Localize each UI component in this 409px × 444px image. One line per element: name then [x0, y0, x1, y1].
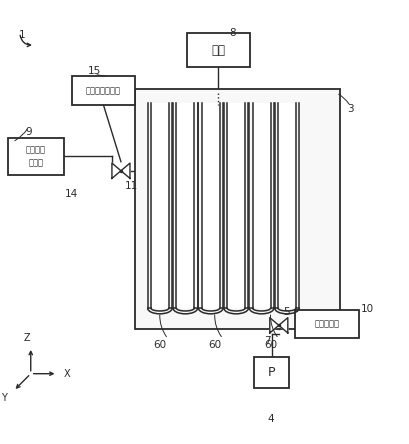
- Text: 3: 3: [346, 104, 353, 114]
- Bar: [151, 103, 169, 308]
- Bar: [186, 33, 249, 67]
- Text: 5: 5: [283, 307, 290, 317]
- Text: Z: Z: [23, 333, 30, 343]
- Polygon shape: [112, 163, 121, 178]
- Bar: [294, 310, 358, 338]
- Polygon shape: [278, 317, 287, 333]
- Text: 15: 15: [88, 66, 101, 76]
- Bar: [72, 76, 135, 105]
- Text: 8: 8: [229, 28, 236, 38]
- Polygon shape: [269, 317, 278, 333]
- Text: 60: 60: [263, 340, 276, 350]
- Text: Y: Y: [1, 393, 7, 403]
- Text: 4: 4: [267, 414, 273, 424]
- Bar: [277, 103, 295, 308]
- Text: 60: 60: [208, 340, 221, 350]
- Bar: [252, 103, 270, 308]
- Text: 电源: 电源: [211, 44, 225, 57]
- Text: 60: 60: [153, 340, 166, 350]
- Bar: [254, 357, 288, 388]
- Text: 1: 1: [19, 31, 26, 40]
- Bar: [135, 89, 339, 329]
- Text: P: P: [267, 366, 275, 379]
- Text: 乙倆气体
供给部: 乙倆气体 供给部: [26, 146, 46, 167]
- Bar: [8, 138, 63, 175]
- Text: 9: 9: [25, 127, 32, 137]
- Text: 14: 14: [65, 189, 78, 199]
- Text: 7: 7: [264, 336, 270, 346]
- Bar: [227, 103, 245, 308]
- Text: 排气控制部: 排气控制部: [314, 320, 339, 329]
- Text: 气体供给控制部: 气体供给控制部: [86, 86, 121, 95]
- Text: 11: 11: [124, 181, 137, 191]
- Text: X: X: [63, 369, 70, 379]
- Polygon shape: [121, 163, 130, 178]
- Bar: [176, 103, 194, 308]
- Bar: [201, 103, 219, 308]
- Text: 10: 10: [360, 304, 373, 314]
